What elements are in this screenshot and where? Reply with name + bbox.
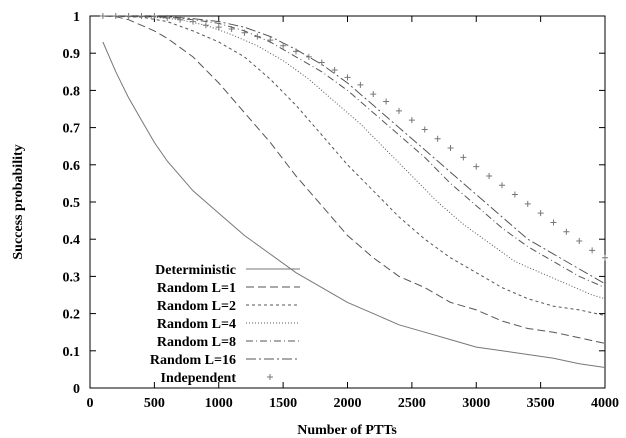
legend-label-deterministic: Deterministic bbox=[155, 263, 236, 278]
y-tick-label: 0.9 bbox=[63, 47, 81, 62]
series-line-random-l-4 bbox=[102, 15, 606, 300]
data-point-independent bbox=[434, 135, 441, 142]
legend-label-random-l-16: Random L=16 bbox=[150, 353, 236, 368]
data-point-independent bbox=[267, 37, 274, 44]
data-point-independent bbox=[396, 107, 402, 114]
series-line-deterministic bbox=[102, 41, 606, 368]
y-tick-label: 0.6 bbox=[63, 159, 81, 174]
data-point-independent bbox=[473, 163, 480, 170]
x-tick-label: 1000 bbox=[205, 396, 233, 411]
y-tick-label: 1 bbox=[73, 10, 80, 25]
legend: Deterministic Random L=1 Random L=2 Random … bbox=[150, 263, 300, 386]
x-tick-label: 3000 bbox=[462, 396, 490, 411]
data-point-independent bbox=[241, 29, 248, 36]
data-point-independent bbox=[499, 182, 505, 189]
y-axis-label: Success probability bbox=[11, 144, 26, 259]
data-point-independent bbox=[151, 13, 158, 19]
data-point-independent bbox=[318, 59, 325, 66]
x-tick-label: 0 bbox=[87, 396, 94, 411]
tick-marks bbox=[89, 15, 606, 389]
data-point-independent bbox=[228, 26, 235, 33]
series-lines bbox=[99, 13, 608, 368]
y-tick-label: 0.2 bbox=[63, 308, 81, 323]
data-point-independent bbox=[447, 145, 454, 152]
x-tick-label: 2000 bbox=[334, 396, 362, 411]
data-point-independent bbox=[589, 247, 596, 254]
data-point-independent bbox=[190, 18, 196, 25]
data-point-independent bbox=[293, 48, 299, 55]
data-point-independent bbox=[537, 210, 544, 217]
y-tick-label: 0.7 bbox=[63, 122, 81, 137]
data-point-independent bbox=[125, 13, 132, 19]
y-tick-label: 0.8 bbox=[63, 84, 81, 99]
data-point-independent bbox=[112, 13, 119, 19]
legend-label-independent: Independent bbox=[161, 371, 237, 386]
x-tick-label: 1500 bbox=[269, 396, 297, 411]
data-point-independent bbox=[383, 98, 390, 105]
data-point-independent bbox=[524, 200, 531, 207]
data-point-independent bbox=[370, 91, 377, 98]
legend-label-random-l-1: Random L=1 bbox=[157, 281, 236, 296]
data-point-independent bbox=[563, 228, 570, 235]
data-point-independent bbox=[254, 33, 261, 40]
legend-label-random-l-2: Random L=2 bbox=[157, 299, 236, 314]
series-line-random-l-1 bbox=[102, 15, 606, 344]
legend-swatch-independent bbox=[267, 374, 273, 380]
y-tick-label: 0.1 bbox=[63, 345, 81, 360]
x-tick-label: 3500 bbox=[527, 396, 555, 411]
series-line-random-l-8 bbox=[102, 15, 606, 289]
data-point-independent bbox=[550, 219, 557, 226]
data-point-independent bbox=[344, 74, 351, 81]
series-line-random-l-16 bbox=[102, 15, 606, 285]
y-tick-label: 0.5 bbox=[63, 196, 81, 211]
data-point-independent bbox=[460, 154, 467, 161]
x-tick-labels: 0 500 1000 1500 2000 2500 3000 3500 4000 bbox=[87, 396, 620, 411]
data-point-independent bbox=[486, 172, 493, 179]
x-tick-label: 4000 bbox=[591, 396, 619, 411]
data-point-independent bbox=[215, 24, 222, 31]
y-tick-label: 0.3 bbox=[63, 270, 81, 285]
x-axis-label: Number of PTTs bbox=[297, 423, 397, 438]
y-tick-label: 0.4 bbox=[63, 233, 81, 248]
data-point-independent bbox=[202, 22, 209, 29]
data-point-independent bbox=[357, 81, 364, 88]
x-tick-label: 2500 bbox=[398, 396, 426, 411]
data-point-independent bbox=[164, 14, 171, 21]
data-point-independent bbox=[331, 66, 338, 73]
data-point-independent bbox=[421, 126, 428, 133]
y-tick-label: 0 bbox=[73, 382, 80, 397]
data-point-independent bbox=[138, 13, 145, 19]
y-tick-labels: 0 0.1 0.2 0.3 0.4 0.5 0.6 0.7 0.8 0.9 1 bbox=[63, 10, 81, 397]
x-tick-label: 500 bbox=[144, 396, 165, 411]
data-point-independent bbox=[99, 13, 106, 19]
data-point-independent bbox=[177, 16, 184, 23]
data-point-independent bbox=[305, 53, 312, 60]
legend-label-random-l-8: Random L=8 bbox=[157, 335, 236, 350]
series-line-random-l-2 bbox=[102, 15, 606, 316]
data-point-independent bbox=[511, 191, 518, 198]
data-point-independent bbox=[602, 254, 608, 261]
data-point-independent bbox=[280, 42, 287, 49]
data-point-independent bbox=[408, 117, 415, 124]
legend-label-random-l-4: Random L=4 bbox=[157, 317, 236, 332]
data-point-independent bbox=[576, 238, 583, 245]
